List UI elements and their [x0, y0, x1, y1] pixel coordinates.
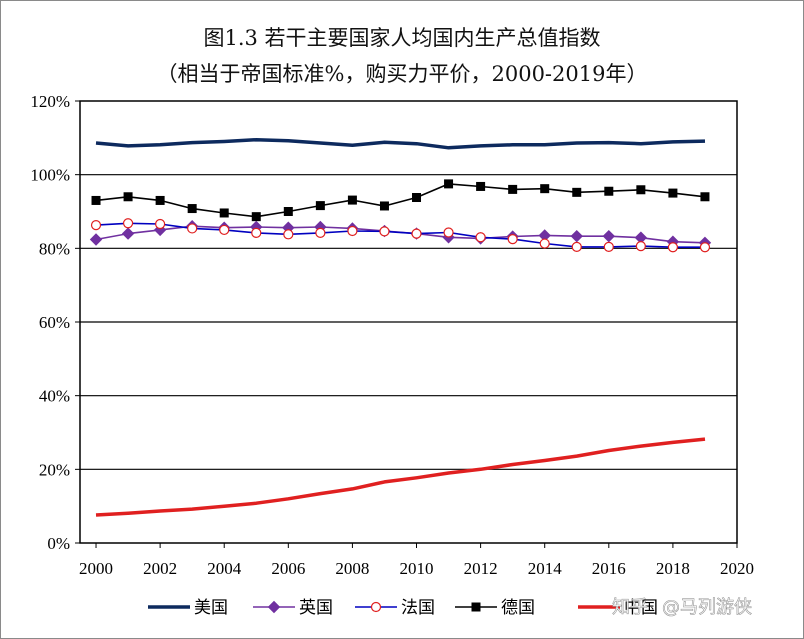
x-tick-label: 2000	[79, 559, 113, 578]
data-point	[315, 227, 326, 238]
series-line	[95, 437, 706, 517]
y-tick-label: 40%	[39, 387, 70, 406]
data-point	[251, 212, 261, 222]
y-tick-label: 60%	[39, 313, 70, 332]
y-tick-label: 80%	[39, 239, 70, 258]
x-tick-label: 2006	[271, 559, 305, 578]
series-2	[90, 218, 711, 253]
series-line	[95, 137, 706, 150]
data-point	[155, 195, 165, 205]
data-point	[90, 220, 102, 231]
y-tick-label: 120%	[30, 92, 70, 111]
data-point	[121, 227, 135, 240]
data-point	[700, 192, 710, 202]
data-point	[572, 187, 582, 197]
data-point	[604, 186, 614, 196]
y-tick-label: 0%	[47, 534, 70, 553]
data-point	[508, 184, 518, 194]
data-point	[379, 226, 390, 237]
series-0	[95, 137, 706, 150]
data-point	[122, 218, 134, 229]
data-point	[571, 241, 582, 252]
series-line	[95, 222, 705, 248]
data-point	[667, 242, 679, 253]
legend-item: 德国	[455, 598, 535, 618]
legend-swatch-marker	[267, 600, 281, 614]
y-tick-label: 100%	[30, 166, 70, 185]
series-4	[95, 437, 706, 517]
series-group	[89, 137, 712, 517]
data-point	[347, 195, 357, 205]
data-point	[155, 218, 166, 230]
data-point	[187, 204, 197, 214]
data-point	[476, 181, 486, 191]
x-axis-ticks: 2000 2002 2004 2006 2008 2010 2012 2014 2016 2018…	[79, 543, 754, 578]
legend-swatch-marker	[370, 601, 382, 613]
x-tick-label: 2014	[528, 559, 563, 578]
legend-swatch-marker	[471, 602, 481, 612]
data-point	[603, 241, 614, 252]
data-point	[123, 192, 133, 202]
data-point	[412, 193, 422, 203]
series-line	[95, 183, 706, 218]
data-point	[668, 188, 678, 198]
data-point	[187, 223, 198, 234]
x-tick-label: 2008	[335, 559, 369, 578]
data-point	[315, 201, 325, 211]
series-1	[89, 220, 712, 250]
y-axis-ticks: 0% 20% 40% 60% 80% 100% 120%	[30, 92, 80, 553]
x-tick-label: 2018	[656, 559, 690, 578]
data-point	[602, 229, 616, 243]
legend-label: 德国	[501, 598, 535, 618]
data-point	[251, 227, 262, 238]
legend-label: 美国	[194, 598, 228, 618]
data-point	[219, 208, 229, 218]
data-point	[475, 232, 486, 243]
watermark: 知乎 @马列游侠	[612, 597, 753, 619]
legend-item: 法国	[355, 598, 435, 618]
data-point	[283, 207, 293, 216]
data-point	[635, 241, 646, 252]
x-tick-label: 2016	[592, 559, 626, 578]
data-point	[347, 225, 358, 237]
x-tick-label: 2004	[207, 559, 242, 578]
data-point	[283, 229, 294, 240]
legend-item: 中国	[578, 598, 658, 618]
chart-subtitle: （相当于帝国标准%，购买力平价，2000-2019年）	[156, 62, 648, 86]
legend-label: 法国	[401, 598, 435, 618]
watermark-author: @马列游侠	[662, 597, 752, 618]
data-point	[636, 185, 646, 195]
legend-item: 英国	[253, 598, 333, 618]
watermark-brand: 知乎	[612, 597, 648, 618]
data-point	[91, 195, 101, 205]
legend: 美国 英国 法国 德国 中国	[148, 598, 658, 618]
x-tick-label: 2020	[720, 559, 754, 578]
legend-item: 美国	[148, 598, 228, 618]
series-3	[91, 179, 710, 222]
x-tick-label: 2010	[400, 559, 434, 578]
data-point	[507, 234, 518, 245]
data-point	[89, 233, 103, 246]
grid-lines	[80, 174, 737, 470]
data-point	[444, 179, 454, 189]
data-point	[570, 229, 583, 243]
data-point	[379, 201, 389, 211]
x-tick-label: 2012	[464, 559, 498, 578]
data-point	[443, 227, 454, 238]
data-point	[699, 242, 711, 253]
data-point	[219, 224, 230, 236]
data-point	[411, 228, 422, 239]
y-tick-label: 20%	[39, 460, 70, 479]
legend-label: 中国	[624, 598, 658, 618]
legend-label: 英国	[299, 598, 333, 618]
chart-title: 图1.3 若干主要国家人均国内生产总值指数	[203, 26, 601, 50]
data-point	[539, 238, 550, 249]
data-point	[540, 184, 550, 194]
x-tick-label: 2002	[143, 559, 177, 578]
